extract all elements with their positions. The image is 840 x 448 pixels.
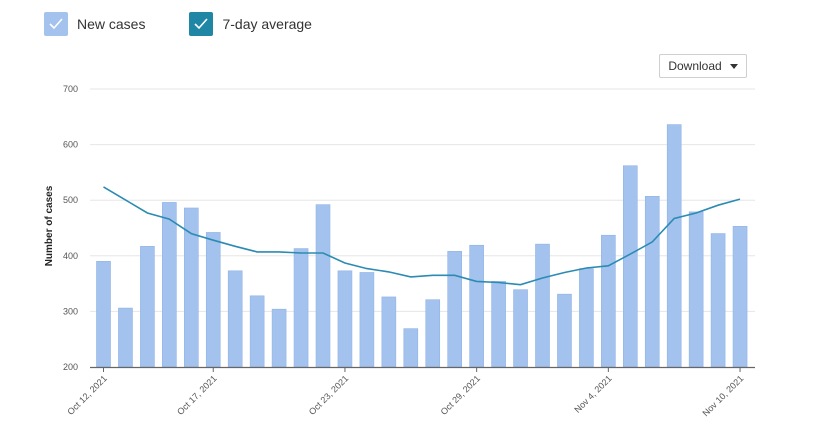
x-tick-labels: Oct 12, 2021 Oct 17, 2021 Oct 23, 2021 Oct … — [65, 373, 745, 418]
y-tick-label: 600 — [63, 140, 78, 150]
chart-legend: New cases 7-day average — [44, 12, 356, 36]
bar[interactable] — [359, 272, 375, 368]
bar[interactable] — [140, 246, 155, 368]
check-icon — [49, 18, 63, 30]
bar-series-new-cases — [96, 124, 748, 368]
legend-item-new-cases[interactable]: New cases — [44, 12, 145, 36]
bar[interactable] — [579, 268, 594, 368]
bar[interactable] — [118, 307, 133, 368]
legend-label-new-cases: New cases — [77, 16, 146, 32]
x-tick-label: Nov 10, 2021 — [701, 373, 746, 418]
bar[interactable] — [271, 308, 287, 368]
caret-down-icon — [729, 63, 738, 69]
y-tick-labels: 200 300 400 500 600 700 — [63, 84, 78, 372]
bar[interactable] — [337, 270, 353, 368]
legend-item-7-day-average[interactable]: 7-day average — [189, 12, 312, 36]
bar[interactable] — [666, 124, 682, 368]
grid-lines — [90, 88, 755, 312]
bar[interactable] — [162, 202, 177, 368]
bar[interactable] — [491, 281, 506, 368]
bar[interactable] — [644, 196, 660, 368]
series-line[interactable] — [103, 186, 741, 286]
bar[interactable] — [447, 251, 463, 368]
bar[interactable] — [710, 233, 726, 368]
x-tick-label: Nov 4, 2021 — [572, 373, 613, 414]
line-series-7-day-average — [103, 186, 741, 286]
bar[interactable] — [96, 261, 111, 368]
bar[interactable] — [293, 248, 309, 368]
y-tick-label: 400 — [63, 251, 78, 261]
bar[interactable] — [381, 296, 397, 368]
x-axis — [90, 366, 755, 372]
bar[interactable] — [732, 226, 748, 368]
y-tick-label: 300 — [63, 306, 78, 316]
bar[interactable] — [557, 293, 572, 368]
bar[interactable] — [513, 289, 528, 368]
bar[interactable] — [425, 299, 441, 368]
legend-swatch-new-cases — [44, 12, 68, 36]
x-tick-label: Oct 29, 2021 — [439, 373, 483, 417]
bar[interactable] — [184, 207, 199, 368]
x-tick-label: Oct 17, 2021 — [175, 373, 219, 417]
y-tick-label: 700 — [63, 84, 78, 94]
check-icon — [194, 18, 209, 30]
x-tick-label: Oct 12, 2021 — [65, 373, 109, 417]
y-tick-label: 500 — [63, 195, 78, 205]
bar[interactable] — [535, 243, 550, 368]
bar[interactable] — [622, 165, 638, 368]
bar[interactable] — [249, 295, 265, 368]
bar[interactable] — [601, 234, 616, 368]
y-tick-label: 200 — [63, 362, 78, 372]
bar[interactable] — [403, 328, 419, 368]
bar[interactable] — [469, 244, 484, 368]
bar[interactable] — [315, 204, 331, 368]
y-axis-title: Number of cases — [44, 185, 55, 266]
legend-swatch-7-day-average — [189, 12, 214, 36]
download-button[interactable]: Download — [659, 54, 747, 78]
download-button-label: Download — [668, 59, 722, 73]
legend-label-7-day-average: 7-day average — [222, 16, 312, 32]
bar[interactable] — [688, 211, 704, 368]
x-tick-label: Oct 23, 2021 — [307, 373, 351, 417]
bar[interactable] — [227, 270, 243, 368]
bar[interactable] — [205, 232, 221, 368]
